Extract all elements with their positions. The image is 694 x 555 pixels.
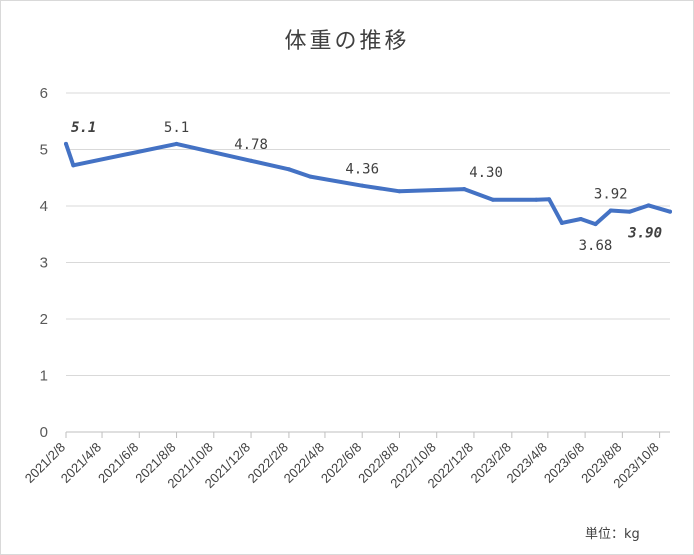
series-layer	[64, 141, 672, 227]
data-label: 4.78	[234, 137, 268, 153]
data-label: 5.1	[71, 120, 96, 136]
data-point	[308, 174, 313, 179]
data-point	[360, 183, 365, 188]
x-tick-label: 2023/6/8	[541, 440, 587, 486]
unit-label: 単位：kg	[585, 526, 640, 542]
x-tick-label: 2023/4/8	[504, 440, 550, 486]
data-label: 3.68	[579, 238, 613, 254]
data-point	[462, 187, 467, 192]
x-tick-label: 2022/6/8	[318, 440, 364, 486]
data-point	[646, 203, 651, 208]
y-tick-label: 4	[40, 198, 48, 215]
data-point	[608, 208, 613, 213]
data-point	[627, 209, 632, 214]
data-point	[578, 216, 583, 221]
x-tick-label: 2021/4/8	[58, 440, 104, 486]
x-tick-label: 2022/4/8	[281, 440, 327, 486]
data-label: 3.90	[627, 226, 662, 242]
data-label: 5.1	[164, 120, 189, 136]
data-labels: 5.1 5.1 4.78 4.36 4.30 3.68 3.92 3.90	[71, 120, 662, 254]
gridlines	[66, 92, 670, 376]
data-point	[593, 222, 598, 227]
data-point	[64, 141, 68, 146]
y-axis-ticks: 0 1 2 3 4 5 6	[40, 85, 48, 441]
data-label: 3.92	[594, 187, 628, 203]
data-point	[286, 167, 291, 172]
data-point	[547, 197, 552, 202]
y-tick-label: 3	[40, 255, 48, 272]
data-label: 4.36	[345, 162, 379, 178]
data-point	[559, 220, 564, 225]
data-point	[668, 209, 672, 214]
x-axis: 2021/2/82021/4/82021/6/82021/8/82021/10/…	[22, 431, 670, 491]
x-tick-label: 2021/6/8	[95, 440, 141, 486]
data-point	[534, 197, 539, 202]
data-point	[174, 141, 179, 146]
y-tick-label: 6	[40, 85, 48, 102]
y-tick-label: 5	[40, 142, 48, 159]
y-tick-label: 2	[40, 311, 48, 328]
data-point	[249, 158, 254, 163]
y-tick-label: 1	[40, 368, 48, 385]
data-point	[71, 163, 76, 168]
data-point	[490, 197, 495, 202]
y-tick-label: 0	[40, 424, 48, 441]
data-point	[397, 189, 402, 194]
weight-series-line	[64, 141, 672, 227]
chart-title: 体重の推移	[284, 29, 409, 54]
data-label: 4.30	[469, 165, 503, 181]
